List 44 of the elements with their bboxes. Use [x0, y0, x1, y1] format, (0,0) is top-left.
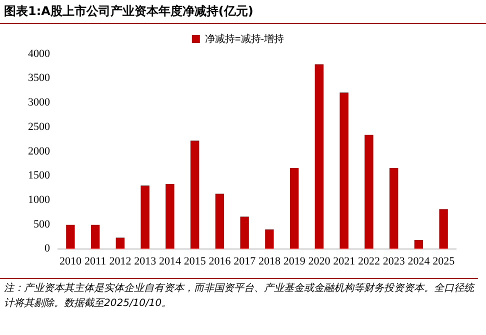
x-tick-label: 2024 [408, 255, 430, 268]
y-tick-label: 2000 [28, 145, 50, 158]
bar [215, 194, 224, 249]
x-tick-label: 2019 [283, 255, 306, 268]
bar [166, 184, 174, 249]
text: 注：产业资本其主体是实体企业自有资本，而非国资平台、产业基金或金融机构等财务投资资本。全口径统计将其剔除。数据截至2025/10/10。 [0, 278, 478, 313]
y-tick-label: 0 [44, 242, 50, 255]
y-tick-label: 500 [34, 218, 50, 230]
x-tick-label: 2011 [84, 255, 106, 268]
bar [439, 209, 448, 249]
bar [240, 216, 249, 249]
legend-label: 净减持=减持-增持 [204, 32, 284, 45]
bar [290, 168, 299, 249]
bar [414, 240, 424, 249]
y-tick-label: 1000 [28, 194, 50, 206]
x-tick-label: 2015 [184, 255, 206, 268]
bar [190, 140, 200, 249]
y-tick-label: 2500 [28, 120, 50, 133]
x-tick-label: 2022 [358, 255, 380, 268]
y-tick-label: 4000 [28, 48, 50, 60]
x-tick-label: 2025 [432, 255, 456, 268]
bar [116, 238, 125, 249]
chart-title: 图表1:A股上市公司产业资本年度净减持(亿元) [0, 0, 486, 24]
x-tick-label: 2016 [208, 255, 232, 268]
bar [314, 64, 324, 249]
x-tick-label: 2010 [59, 255, 82, 268]
x-tick-label: 2021 [333, 255, 356, 268]
x-tick-label: 2020 [308, 255, 331, 268]
bar [66, 224, 75, 249]
bar [364, 134, 374, 249]
x-tick-label: 2013 [134, 255, 157, 268]
x-tick-label: 2023 [382, 255, 406, 268]
bar [340, 92, 348, 249]
bar [140, 185, 150, 249]
x-tick-label: 2018 [258, 255, 281, 268]
x-tick-label: 2012 [109, 255, 132, 268]
bar [90, 224, 100, 249]
x-tick-label: 2017 [234, 255, 256, 268]
bar [265, 229, 274, 249]
bar [389, 168, 398, 249]
x-tick-label: 2014 [158, 255, 182, 268]
y-tick-label: 1500 [28, 170, 50, 182]
y-tick-label: 3500 [28, 72, 50, 84]
y-tick-label: 3000 [28, 96, 50, 109]
